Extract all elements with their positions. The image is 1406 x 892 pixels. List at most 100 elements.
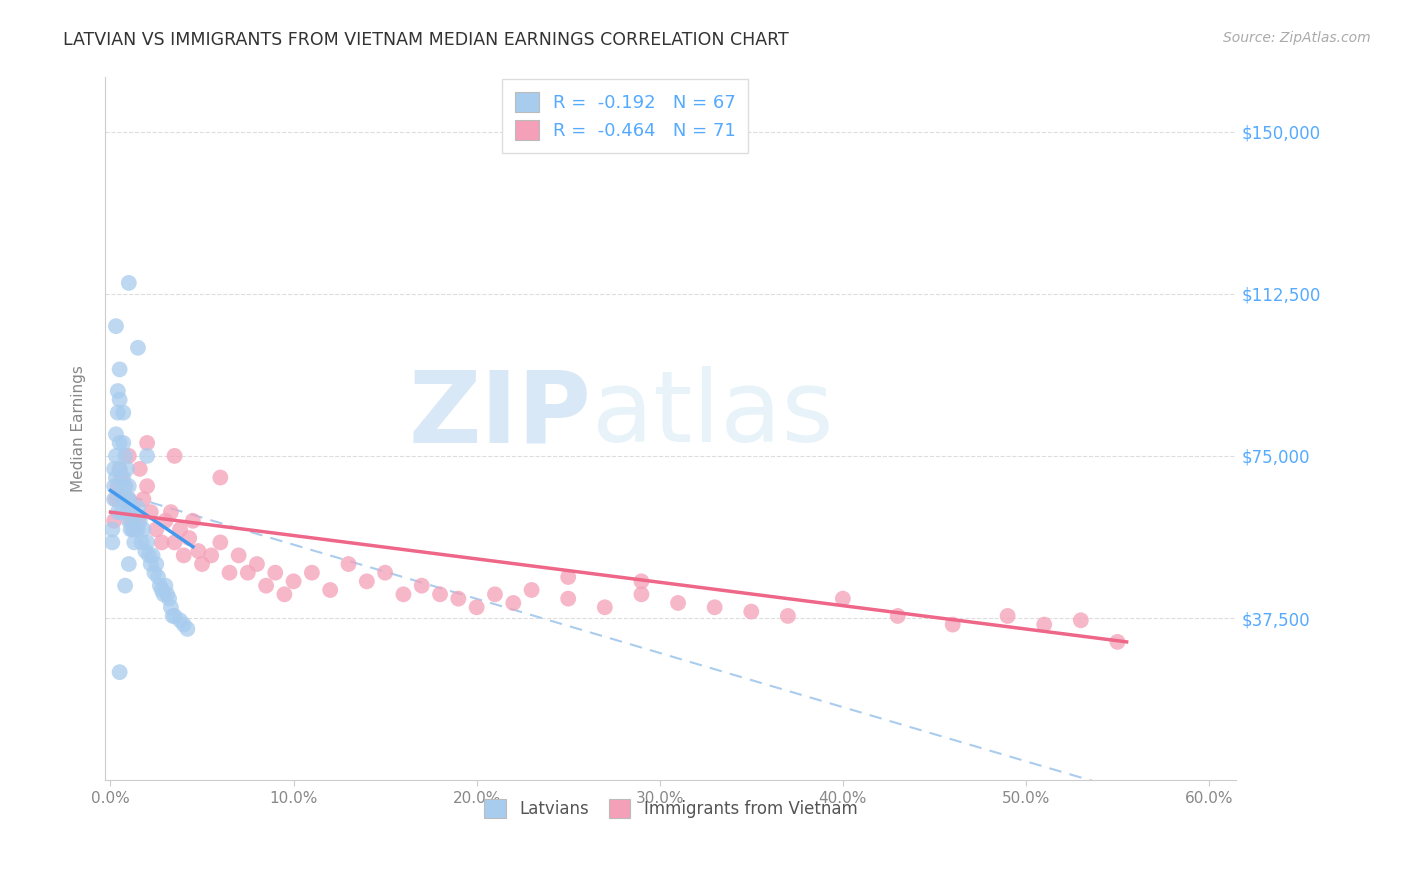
Point <box>114 479 136 493</box>
Point <box>273 587 295 601</box>
Point <box>831 591 853 606</box>
Point <box>121 523 143 537</box>
Point <box>124 523 146 537</box>
Point <box>136 449 159 463</box>
Point <box>150 535 173 549</box>
Point <box>118 276 141 290</box>
Point <box>356 574 378 589</box>
Text: LATVIAN VS IMMIGRANTS FROM VIETNAM MEDIAN EARNINGS CORRELATION CHART: LATVIAN VS IMMIGRANTS FROM VIETNAM MEDIA… <box>63 31 789 49</box>
Point <box>124 535 146 549</box>
Point <box>132 492 155 507</box>
Point <box>520 582 543 597</box>
Point <box>630 587 652 601</box>
Point <box>120 514 142 528</box>
Point <box>138 549 160 563</box>
Point <box>107 505 129 519</box>
Point <box>997 609 1019 624</box>
Point <box>411 579 433 593</box>
Point <box>110 470 132 484</box>
Point <box>557 591 579 606</box>
Point <box>107 406 129 420</box>
Point <box>181 514 204 528</box>
Text: Source: ZipAtlas.com: Source: ZipAtlas.com <box>1223 31 1371 45</box>
Point <box>124 514 146 528</box>
Point <box>115 492 138 507</box>
Point <box>103 479 125 493</box>
Point <box>319 582 342 597</box>
Point <box>125 523 148 537</box>
Point <box>703 600 725 615</box>
Text: atlas: atlas <box>592 367 834 463</box>
Point <box>104 427 127 442</box>
Point <box>110 505 132 519</box>
Point <box>169 613 191 627</box>
Point <box>120 500 142 515</box>
Point <box>502 596 524 610</box>
Point <box>136 436 159 450</box>
Point <box>118 492 141 507</box>
Point <box>179 531 201 545</box>
Point <box>143 566 166 580</box>
Point <box>101 523 124 537</box>
Point <box>557 570 579 584</box>
Point <box>246 557 269 571</box>
Point <box>887 609 910 624</box>
Point <box>145 557 167 571</box>
Text: ZIP: ZIP <box>409 367 592 463</box>
Point <box>121 505 143 519</box>
Point <box>209 470 232 484</box>
Point <box>127 341 149 355</box>
Point <box>145 523 167 537</box>
Point <box>1070 613 1092 627</box>
Point <box>136 535 159 549</box>
Point <box>163 535 186 549</box>
Point <box>121 500 143 515</box>
Point <box>139 505 162 519</box>
Point <box>108 462 131 476</box>
Point <box>218 566 240 580</box>
Point <box>107 479 129 493</box>
Point <box>155 579 177 593</box>
Point <box>187 544 209 558</box>
Point <box>128 462 150 476</box>
Point <box>942 617 965 632</box>
Point <box>112 492 135 507</box>
Point <box>465 600 488 615</box>
Point <box>209 535 232 549</box>
Point <box>1107 635 1129 649</box>
Point <box>228 549 250 563</box>
Point <box>447 591 470 606</box>
Point <box>108 665 131 680</box>
Point <box>112 470 135 484</box>
Point <box>374 566 396 580</box>
Point <box>142 549 165 563</box>
Point <box>236 566 259 580</box>
Point <box>1033 617 1056 632</box>
Point <box>108 462 131 476</box>
Point <box>200 549 222 563</box>
Point <box>134 544 156 558</box>
Point <box>146 570 169 584</box>
Point <box>163 609 186 624</box>
Point <box>112 436 135 450</box>
Point <box>191 557 214 571</box>
Point <box>176 622 198 636</box>
Point <box>150 582 173 597</box>
Point <box>160 505 183 519</box>
Point <box>103 492 125 507</box>
Point <box>118 449 141 463</box>
Point <box>666 596 689 610</box>
Point <box>173 549 195 563</box>
Point <box>163 449 186 463</box>
Point <box>173 617 195 632</box>
Point <box>108 392 131 407</box>
Point <box>264 566 287 580</box>
Point <box>103 514 125 528</box>
Point <box>104 449 127 463</box>
Point <box>152 587 174 601</box>
Point <box>103 462 125 476</box>
Point <box>114 479 136 493</box>
Point <box>136 479 159 493</box>
Point <box>118 479 141 493</box>
Y-axis label: Median Earnings: Median Earnings <box>72 366 86 492</box>
